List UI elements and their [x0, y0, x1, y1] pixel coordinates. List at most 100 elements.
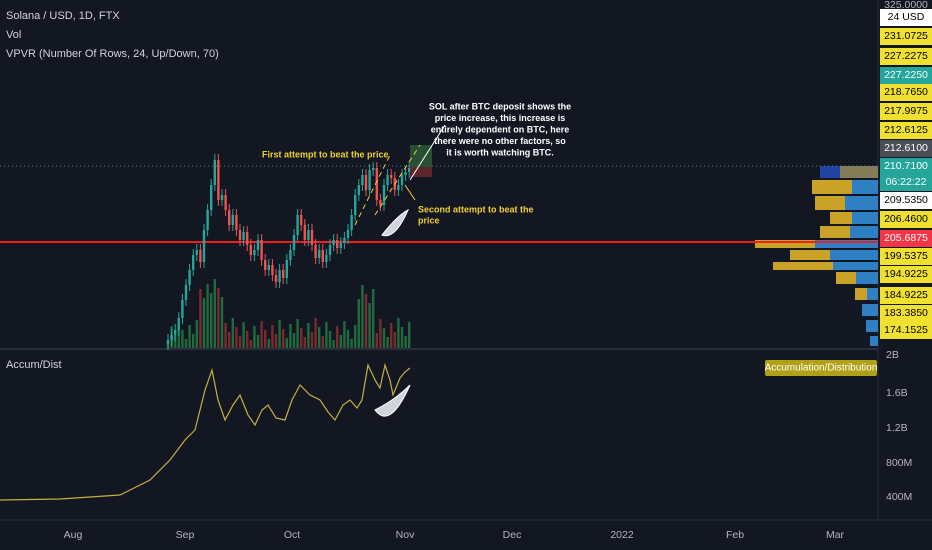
volume-bar [249, 340, 252, 348]
candle [296, 215, 299, 235]
volume-bar [267, 339, 270, 348]
volume-bar [343, 321, 346, 348]
volume-bar [292, 333, 296, 348]
volume-bar [192, 334, 195, 348]
price-label: 209.5350 [884, 194, 928, 206]
time-axis-label: Mar [826, 529, 845, 541]
volume-bar [199, 289, 202, 348]
price-label: 24 USD [888, 11, 925, 23]
time-axis-label: Sep [176, 529, 195, 541]
annotation: First attempt to beat the price [262, 149, 389, 159]
price-label: 212.6100 [884, 142, 928, 154]
symbol-title: Solana / USD, 1D, FTX [6, 10, 120, 22]
candle [228, 210, 231, 225]
volume-bar [350, 339, 353, 348]
price-label-bg [880, 103, 932, 120]
candle [314, 245, 317, 258]
volume-bar [307, 323, 310, 348]
candle [357, 185, 360, 195]
price-label: 210.7100 [884, 160, 928, 172]
candle [397, 185, 400, 190]
volume-bar [224, 323, 227, 348]
candle [217, 160, 220, 200]
volume-bar [328, 331, 332, 348]
volume-bar [390, 323, 393, 348]
candle [213, 160, 216, 185]
price-label-bg [880, 322, 932, 339]
candle [289, 250, 292, 260]
price-label: 06:22:22 [886, 176, 927, 188]
candle [224, 195, 227, 210]
candle [336, 240, 339, 248]
volume-bar [386, 337, 389, 348]
candle [210, 185, 213, 210]
candle [184, 285, 188, 300]
ad-axis: 2B 1.6B 1.2B 800M 400M [886, 349, 912, 503]
candle [382, 185, 386, 205]
volume-bar [253, 326, 256, 348]
volume-bar [206, 284, 209, 348]
indicator-label: Accum/Dist [6, 359, 62, 371]
volume-bar [346, 330, 350, 348]
volume-bar [314, 318, 317, 348]
candle [278, 270, 281, 282]
annotation: price [418, 215, 440, 225]
candle [408, 168, 411, 172]
candle [267, 265, 270, 270]
candle [364, 175, 368, 190]
price-label-bg [880, 48, 932, 65]
volume-bar [318, 327, 321, 348]
candle [292, 235, 296, 250]
time-axis-label: Aug [64, 529, 83, 541]
candle [246, 232, 249, 245]
price-label: 199.5375 [884, 250, 928, 262]
candle [325, 255, 328, 262]
price-label-bg [880, 158, 932, 175]
candle [368, 170, 371, 190]
candle [199, 250, 202, 262]
vpvr-label: VPVR (Number Of Rows, 24, Up/Down, 70) [6, 48, 219, 60]
price-label-bg [880, 174, 932, 191]
price-label-bg [880, 9, 932, 26]
time-axis-label: Feb [726, 529, 744, 541]
candle [332, 240, 335, 245]
time-axis-label: Dec [503, 529, 522, 541]
time-axis: Aug Sep Oct Nov Dec 2022 Feb Mar [64, 529, 845, 541]
note-line: price increase, this increase is [435, 113, 566, 123]
volume-bar [256, 335, 260, 348]
candle [195, 250, 198, 255]
candle [242, 232, 245, 240]
volume-bar [368, 303, 371, 348]
volume-bar [325, 322, 328, 348]
volume-bar [364, 294, 368, 348]
candle [400, 175, 404, 185]
volume-bars [166, 279, 411, 348]
price-label-bg [880, 230, 932, 247]
volume-bar [174, 335, 177, 348]
candle [379, 200, 382, 205]
indicator-badge [765, 360, 877, 376]
price-label-bg [880, 211, 932, 228]
price-label: 194.9225 [884, 268, 928, 280]
candle [235, 215, 238, 230]
candle [310, 230, 314, 245]
price-label: 325.0000 [884, 0, 928, 11]
volume-bar [238, 336, 242, 348]
price-label: 205.6875 [884, 232, 928, 244]
volume-bar [361, 285, 364, 348]
candle [303, 225, 306, 240]
volume-bar [220, 297, 224, 348]
candle [372, 168, 375, 170]
ad-axis-label: 1.6B [886, 387, 908, 399]
price-label-bg [880, 28, 932, 45]
candle [271, 265, 274, 275]
candle [300, 215, 303, 225]
ad-axis-label: 2B [886, 349, 899, 361]
volume-bar [242, 322, 245, 348]
price-label: 218.7650 [884, 86, 928, 98]
volume-bar [184, 339, 188, 348]
ad-line [0, 362, 411, 501]
